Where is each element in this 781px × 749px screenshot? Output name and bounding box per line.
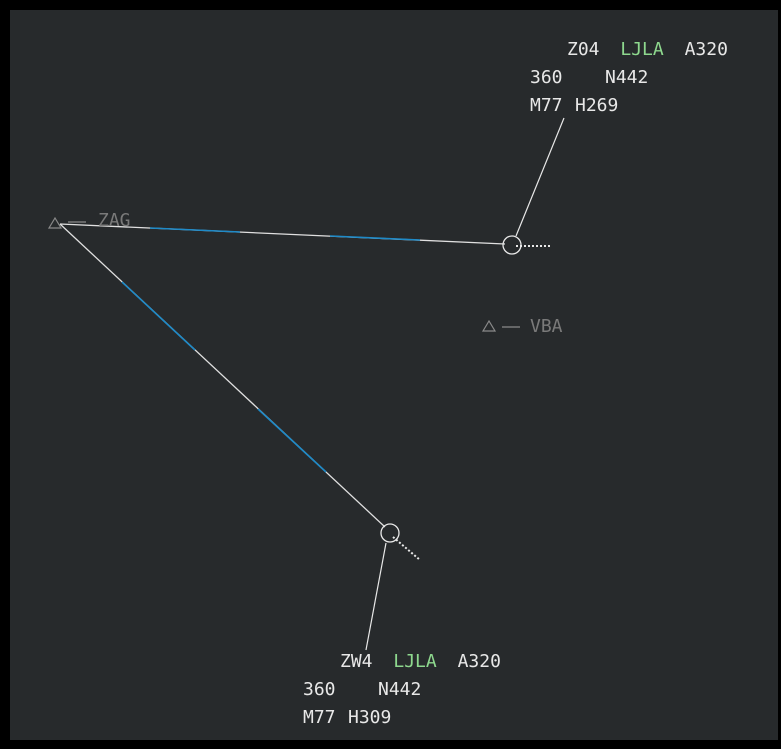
radar-area [10,10,778,740]
waypoint-label[interactable]: ZAG [98,210,131,231]
aircraft-type: A320 [458,651,501,672]
route-line [59,223,386,528]
waypoint-symbol [481,319,497,332]
speed: N442 [378,679,421,700]
destination: LJLA [393,651,437,672]
leader-line [515,117,565,237]
aircraft-type: A320 [685,39,728,60]
mach: M77 [303,707,336,728]
label-line[interactable]: ZW4 LJLA A320 [340,651,501,672]
history-trail [392,536,421,561]
heading: H269 [575,95,618,116]
route-segment [329,235,421,241]
leader-line [365,542,387,651]
route-segment [121,281,196,351]
waypoint-symbol [47,216,63,229]
callsign: Z04 [567,39,600,60]
aircraft-symbol[interactable] [380,523,400,543]
callsign: ZW4 [340,651,373,672]
label-line[interactable]: Z04 LJLA A320 [567,39,728,60]
flight-level: 360 [303,679,336,700]
speed: N442 [605,67,648,88]
flight-level: 360 [530,67,563,88]
heading: H309 [348,707,391,728]
waypoint-label[interactable]: VBA [530,316,563,337]
route-segment [149,227,241,233]
mach: M77 [530,95,563,116]
route-segment [257,408,327,473]
destination: LJLA [620,39,664,60]
route-line [59,223,506,245]
